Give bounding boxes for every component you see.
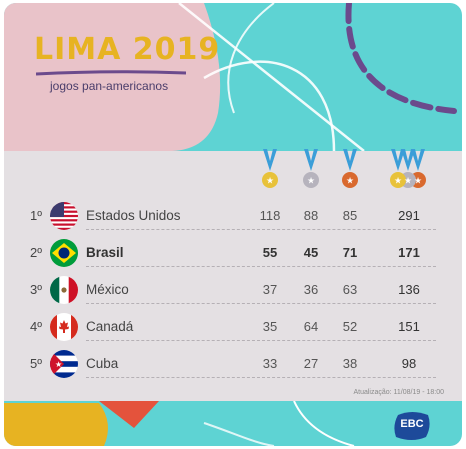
table-row: 2º Brasil 55 45 71 171 [4, 239, 462, 269]
row-divider [86, 340, 436, 341]
gold-count: 35 [262, 319, 278, 334]
gold-count: 118 [259, 208, 281, 223]
svg-text:★: ★ [346, 176, 354, 186]
svg-text:★: ★ [266, 176, 274, 186]
total-count: 151 [398, 319, 420, 334]
row-divider [86, 303, 436, 304]
ebc-logo-shape [394, 412, 430, 440]
svg-text:★: ★ [414, 176, 422, 186]
ebc-logo: EBC [392, 411, 432, 441]
silver-count: 27 [303, 356, 319, 371]
bronze-count: 38 [342, 356, 358, 371]
country-name: Cuba [86, 356, 119, 371]
rank: 3º [30, 282, 42, 297]
total-count: 291 [398, 208, 420, 223]
cuba-flag-icon: ★ [50, 350, 78, 378]
country-name: México [86, 282, 129, 297]
total-count: 136 [398, 282, 420, 297]
svg-text:★: ★ [394, 176, 402, 186]
bronze-count: 71 [342, 245, 358, 260]
rank: 4º [30, 319, 42, 334]
rank: 5º [30, 356, 42, 371]
logo-title: LIMA 2019 [34, 32, 221, 67]
mexico-flag-icon [50, 276, 78, 304]
table-row: 1º Estados Unidos 118 88 85 291 [4, 202, 462, 232]
silver-count: 88 [303, 208, 319, 223]
canada-flag-icon [50, 313, 78, 341]
svg-text:★: ★ [55, 360, 62, 369]
row-divider [86, 266, 436, 267]
total-count: 171 [398, 245, 420, 260]
country-name: Brasil [86, 245, 124, 260]
country-name: Canadá [86, 319, 134, 334]
medal-table-card: LIMA 2019 jogos pan-americanos ★ ★ ★ [4, 3, 462, 446]
silver-count: 45 [303, 245, 319, 260]
logo-underline [36, 70, 186, 76]
table-row: 4º Canadá 35 64 52 151 [4, 313, 462, 343]
bronze-count: 52 [342, 319, 358, 334]
update-timestamp: Atualização: 11/08/19 - 18:00 [353, 389, 444, 396]
bronze-count: 63 [342, 282, 358, 297]
table-row: 3º México 37 36 63 136 [4, 276, 462, 306]
row-divider [86, 377, 436, 378]
table-row: 5º ★ Cuba 33 27 38 98 [4, 350, 462, 380]
background-graphic [4, 3, 457, 446]
logo-subtitle: jogos pan-americanos [50, 79, 169, 93]
total-medals-icon: ★ ★ ★ [390, 149, 426, 188]
silver-medal-icon: ★ [303, 149, 319, 188]
brazil-flag-icon [50, 239, 78, 267]
lima-2019-logo: LIMA 2019 jogos pan-americanos [34, 32, 221, 94]
medal-table-panel: ★ ★ ★ ★ ★ ★ 1º [4, 149, 462, 401]
svg-text:★: ★ [404, 176, 412, 186]
row-divider [86, 229, 436, 230]
rank: 2º [30, 245, 42, 260]
gold-medal-icon: ★ [262, 149, 278, 188]
bronze-count: 85 [342, 208, 358, 223]
svg-text:★: ★ [307, 176, 315, 186]
silver-count: 64 [303, 319, 319, 334]
bronze-medal-icon: ★ [342, 149, 358, 188]
rank: 1º [30, 208, 42, 223]
ebc-logo-text: EBC [400, 418, 424, 430]
silver-count: 36 [303, 282, 319, 297]
gold-count: 33 [262, 356, 278, 371]
total-count: 98 [401, 356, 417, 371]
gold-count: 55 [262, 245, 278, 260]
country-name: Estados Unidos [86, 208, 181, 223]
usa-flag-icon [50, 202, 78, 230]
gold-count: 37 [262, 282, 278, 297]
